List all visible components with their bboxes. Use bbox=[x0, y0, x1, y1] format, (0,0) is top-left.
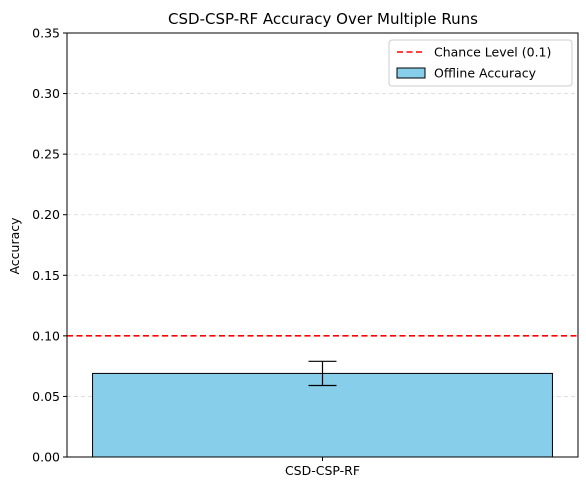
y-axis-ticks: 0.00 0.05 0.10 0.15 0.20 0.25 0.30 0.35 bbox=[32, 26, 67, 465]
y-tick-label: 0.35 bbox=[32, 26, 60, 41]
y-tick-label: 0.15 bbox=[32, 268, 60, 283]
chart-title: CSD-CSP-RF Accuracy Over Multiple Runs bbox=[168, 10, 478, 28]
y-tick-label: 0.00 bbox=[32, 450, 60, 465]
x-tick-label: CSD-CSP-RF bbox=[285, 463, 360, 478]
error-bar-layer bbox=[308, 360, 337, 387]
y-tick-label: 0.30 bbox=[32, 86, 60, 101]
bar bbox=[92, 372, 553, 458]
x-axis-ticks: CSD-CSP-RF bbox=[285, 457, 360, 478]
bar-layer bbox=[92, 372, 553, 458]
y-tick-label: 0.20 bbox=[32, 207, 60, 222]
legend-label-bar: Offline Accuracy bbox=[434, 66, 537, 81]
legend-swatch-bar bbox=[396, 67, 426, 79]
legend-box bbox=[388, 39, 573, 87]
y-axis-label: Accuracy bbox=[7, 217, 22, 275]
legend: Chance Level (0.1) Offline Accuracy bbox=[388, 39, 573, 87]
y-tick-label: 0.25 bbox=[32, 147, 60, 162]
y-gridlines bbox=[67, 93, 578, 397]
y-tick-label: 0.10 bbox=[32, 328, 60, 343]
y-tick-label: 0.05 bbox=[32, 389, 60, 404]
legend-label-chance: Chance Level (0.1) bbox=[434, 45, 551, 60]
